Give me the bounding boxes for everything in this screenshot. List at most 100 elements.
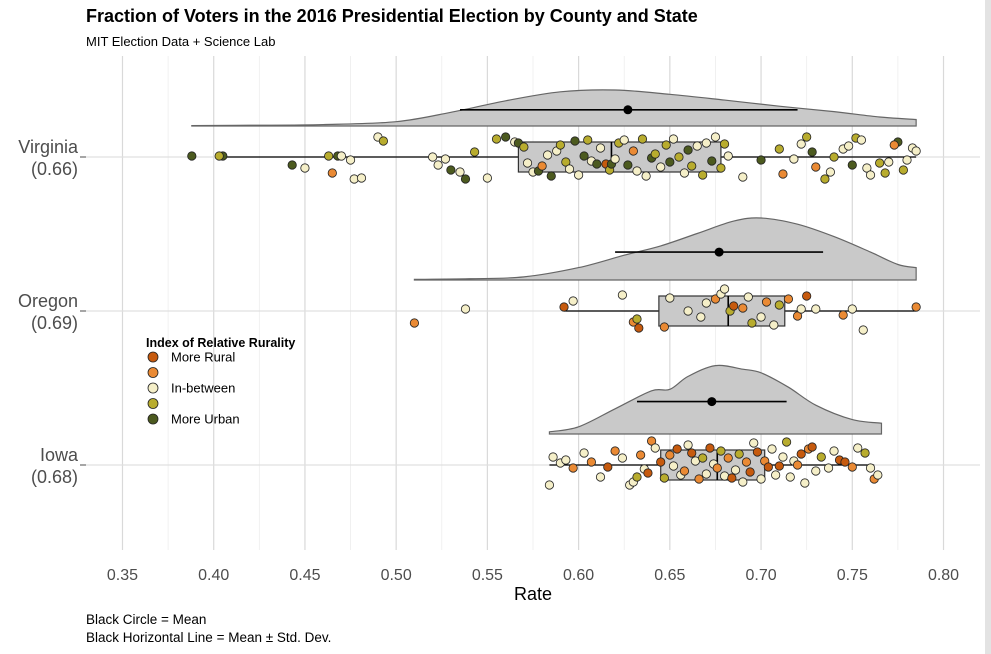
county-point	[683, 145, 693, 155]
county-point	[187, 151, 197, 161]
x-tick-label: 0.80	[928, 567, 959, 584]
county-point	[712, 463, 722, 473]
county-point	[858, 325, 868, 335]
county-point	[729, 301, 739, 311]
county-point	[741, 457, 752, 467]
county-point	[889, 140, 899, 150]
county-point	[865, 170, 876, 180]
county-point	[719, 284, 730, 294]
y-tick-mean-label: (0.66)	[31, 159, 78, 179]
county-point	[659, 322, 669, 332]
county-point	[761, 297, 772, 307]
county-point	[705, 443, 715, 453]
x-tick-label: 0.40	[198, 567, 229, 584]
county-point	[636, 450, 646, 460]
county-point	[665, 157, 675, 167]
county-point	[561, 455, 571, 465]
county-point	[778, 169, 788, 179]
legend-swatch	[147, 367, 159, 378]
county-point	[880, 168, 890, 178]
county-point	[825, 167, 835, 177]
county-point	[698, 170, 708, 180]
county-point	[583, 135, 593, 145]
county-point	[656, 457, 666, 467]
caption-mean: Black Circle = Mean	[86, 612, 207, 627]
chart-title: Fraction of Voters in the 2016 President…	[86, 6, 698, 26]
county-point	[730, 465, 741, 475]
county-point	[537, 161, 547, 171]
county-point	[592, 159, 602, 169]
county-point	[774, 300, 784, 310]
x-tick-label: 0.50	[381, 567, 412, 584]
legend-title: Index of Relative Rurality	[146, 336, 295, 350]
county-point	[785, 472, 795, 482]
caption-std: Black Horizontal Line = Mean ± Std. Dev.	[86, 630, 332, 645]
legend-swatch	[147, 382, 159, 394]
county-point	[701, 298, 711, 308]
county-point	[840, 457, 850, 467]
county-point	[683, 306, 693, 316]
county-point	[661, 140, 671, 150]
legend-swatch	[147, 398, 159, 409]
county-point	[327, 168, 337, 178]
county-point	[865, 463, 876, 473]
county-point	[802, 132, 812, 142]
x-tick-label: 0.45	[289, 567, 320, 584]
county-point	[694, 474, 704, 484]
county-point	[501, 132, 511, 142]
county-point	[628, 146, 638, 156]
county-point	[796, 139, 806, 149]
county-point	[767, 444, 777, 454]
county-point	[698, 453, 708, 463]
legend-label: More Urban	[171, 412, 240, 427]
density-ridge-virginia	[191, 89, 917, 127]
county-point	[738, 303, 748, 313]
county-point	[579, 151, 589, 161]
county-point	[911, 302, 921, 312]
y-tick-label-oregon: Oregon	[18, 291, 78, 311]
county-point	[568, 296, 578, 306]
county-point	[603, 462, 613, 472]
county-point	[672, 444, 682, 454]
county-point	[656, 162, 666, 172]
county-point	[847, 160, 857, 170]
county-point	[800, 478, 810, 488]
county-point	[460, 174, 471, 184]
county-point	[679, 168, 690, 178]
county-point	[634, 323, 644, 333]
county-point	[570, 136, 580, 146]
x-tick-label: 0.70	[745, 567, 776, 584]
county-point	[727, 473, 737, 483]
county-point	[701, 138, 711, 148]
county-point	[745, 467, 755, 477]
county-point	[559, 302, 569, 312]
county-point	[902, 155, 912, 165]
county-point	[789, 154, 799, 164]
county-point	[674, 152, 684, 162]
mean-dot	[623, 105, 633, 115]
density-ridge-oregon	[413, 217, 917, 281]
y-tick-mean-label: (0.68)	[31, 467, 78, 487]
county-point	[763, 462, 773, 472]
county-point	[771, 470, 781, 480]
mean-dot	[714, 247, 724, 257]
county-point	[650, 443, 660, 453]
county-point	[460, 304, 471, 314]
county-point	[378, 136, 388, 146]
county-point	[749, 438, 759, 448]
county-point	[756, 474, 766, 484]
county-point	[665, 450, 675, 460]
legend-swatch	[147, 413, 159, 425]
county-point	[632, 166, 642, 176]
county-point	[482, 173, 492, 183]
county-point	[783, 294, 794, 304]
county-point	[617, 290, 628, 300]
x-tick-label: 0.65	[654, 567, 685, 584]
county-point	[782, 437, 792, 447]
county-point	[738, 477, 748, 487]
county-point	[747, 318, 757, 328]
county-point	[679, 466, 690, 476]
county-point	[692, 141, 702, 151]
county-point	[847, 304, 857, 314]
